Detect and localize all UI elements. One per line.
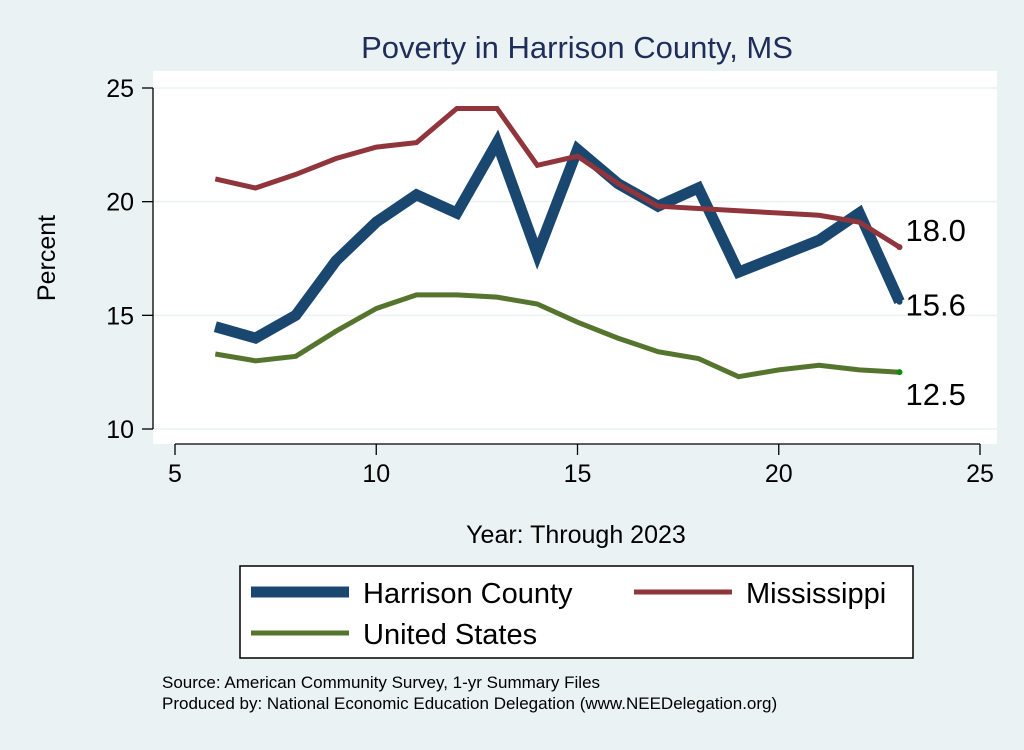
x-tick-label: 5 (168, 460, 182, 488)
end-label-layer: 15.6 18.0 12.5 (906, 213, 966, 412)
legend-box (239, 565, 914, 659)
end-label-mississippi: 18.0 (906, 213, 966, 248)
x-tick-label: 10 (362, 460, 390, 488)
x-tick-label: 25 (966, 460, 994, 488)
x-tick-label: 15 (564, 460, 592, 488)
source-note: Source: American Community Survey, 1-yr … (162, 673, 600, 692)
x-axis-title: Year: Through 2023 (466, 521, 686, 549)
y-tick-label: 20 (106, 189, 134, 217)
series-end-point-united-states (896, 369, 903, 376)
series-line-united-states (214, 292, 900, 380)
axis-layer: 10 15 20 25 5 10 15 20 25 (106, 75, 994, 488)
legend-label-harrison-county: Harrison County (363, 578, 573, 610)
series-end-point-mississippi (896, 244, 903, 251)
series-end-point-harrison-county (896, 298, 903, 305)
series-line-harrison-county (213, 129, 905, 345)
legend-label-mississippi: Mississippi (746, 578, 886, 610)
y-tick-label: 25 (106, 75, 134, 103)
produced-note: Produced by: National Economic Education… (162, 694, 777, 713)
plot-area (153, 71, 997, 444)
y-axis-title: Percent (33, 215, 61, 301)
x-tick-label: 20 (765, 460, 793, 488)
chart-title: Poverty in Harrison County, MS (361, 30, 793, 65)
y-tick-label: 10 (106, 416, 134, 444)
legend: Harrison County Mississippi United State… (239, 565, 914, 659)
end-label-united-states: 12.5 (906, 377, 966, 412)
y-tick-label: 15 (106, 302, 134, 330)
series-layer (213, 106, 905, 380)
end-label-harrison-county: 15.6 (906, 288, 966, 323)
legend-label-united-states: United States (363, 619, 537, 651)
series-line-mississippi (214, 106, 901, 250)
